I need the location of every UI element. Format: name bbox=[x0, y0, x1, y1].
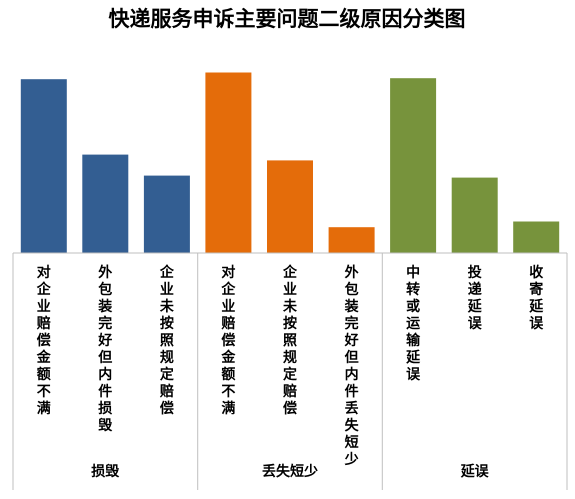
bar bbox=[82, 154, 129, 253]
group-label: 损毁 bbox=[91, 463, 120, 480]
bar bbox=[328, 227, 375, 253]
category-labels: 对企业赔偿金额不满 外包装完好但内件损毁 企业未按照规定赔偿 对企业赔偿金额不满 企业未… bbox=[36, 264, 544, 468]
bar bbox=[390, 78, 437, 253]
category-label: 收寄延误 bbox=[528, 264, 544, 332]
bars-layer bbox=[20, 72, 560, 253]
group-label: 延误 bbox=[460, 463, 490, 480]
category-label: 中转或运输延误 bbox=[405, 264, 421, 383]
bar bbox=[205, 72, 252, 253]
bar bbox=[267, 160, 313, 253]
bar bbox=[513, 221, 560, 253]
chart-title: 快递服务申诉主要问题二级原因分类图 bbox=[109, 6, 466, 31]
group-labels: 损毁 丢失短少 延误 bbox=[91, 463, 489, 480]
category-label: 对企业赔偿金额不满 bbox=[220, 264, 236, 417]
category-label: 企业未按照规定赔偿 bbox=[282, 264, 298, 417]
group-label: 丢失短少 bbox=[262, 463, 318, 480]
bar bbox=[451, 177, 498, 253]
category-label: 对企业赔偿金额不满 bbox=[36, 264, 52, 417]
bar bbox=[20, 79, 67, 253]
category-label: 企业未按照规定赔偿 bbox=[159, 264, 175, 417]
bar bbox=[143, 175, 190, 253]
category-label: 投递延误 bbox=[467, 265, 483, 332]
category-label: 外包装完好但内件丢失短少 bbox=[344, 264, 360, 468]
category-label: 外包装完好但内件损毁 bbox=[97, 264, 113, 434]
category-axis bbox=[12, 252, 568, 490]
